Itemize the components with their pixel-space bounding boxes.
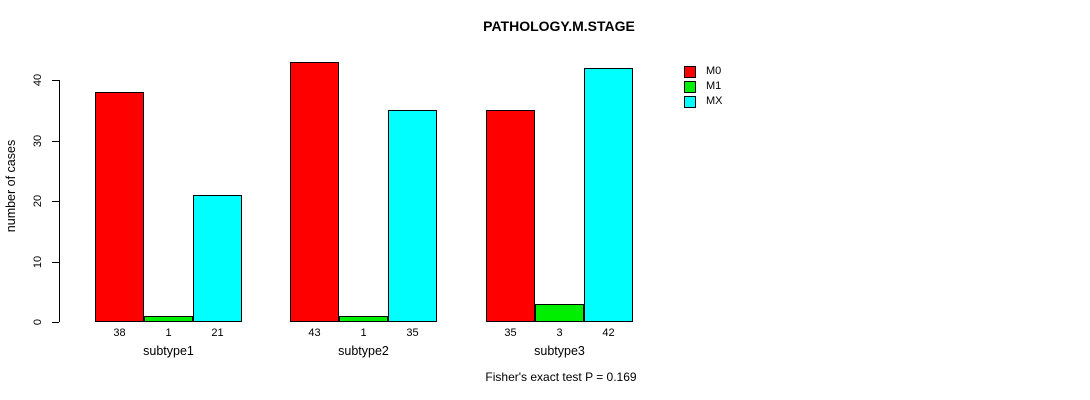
bar-value-label: 42 <box>602 327 615 339</box>
y-axis-tick <box>52 80 59 81</box>
legend: M0 M1 MX <box>684 64 723 109</box>
bar-value-label: 43 <box>308 327 321 339</box>
bar-value-label: 21 <box>211 327 224 339</box>
bar-value-label: 35 <box>504 327 517 339</box>
bar-m1-subtype1 <box>144 316 193 322</box>
y-axis-tick-label: 0 <box>32 318 44 326</box>
y-axis-tick-label: 30 <box>32 134 44 148</box>
bar-m0-subtype1 <box>95 92 144 322</box>
legend-swatch-m1 <box>684 80 696 93</box>
y-axis-tick-label: 20 <box>32 194 44 208</box>
bar-mx-subtype2 <box>388 110 437 322</box>
bar-m0-subtype2 <box>290 62 339 322</box>
y-axis-tick <box>52 262 59 263</box>
y-axis-tick <box>52 201 59 202</box>
bar-m1-subtype2 <box>339 316 388 322</box>
legend-entry-mx: MX <box>684 94 723 109</box>
bar-value-label: 1 <box>165 327 172 339</box>
y-axis-tick-label: 40 <box>32 73 44 87</box>
y-axis-tick <box>52 141 59 142</box>
bar-value-label: 1 <box>360 327 367 339</box>
legend-label: MX <box>706 95 723 107</box>
bar-mx-subtype3 <box>584 68 633 322</box>
category-label-subtype2: subtype2 <box>338 344 389 358</box>
bar-value-label: 3 <box>556 327 563 339</box>
legend-label: M0 <box>706 65 722 77</box>
bar-m1-subtype3 <box>535 304 584 322</box>
category-label-subtype1: subtype1 <box>143 344 194 358</box>
y-axis-line <box>59 80 60 322</box>
stats-annotation: Fisher's exact test P = 0.169 <box>485 370 637 384</box>
legend-swatch-m0 <box>684 65 696 78</box>
y-axis-tick-label: 10 <box>32 255 44 269</box>
legend-label: M1 <box>706 80 722 92</box>
bar-value-label: 38 <box>113 327 126 339</box>
legend-entry-m1: M1 <box>684 79 723 94</box>
y-axis-tick <box>52 322 59 323</box>
bar-value-label: 35 <box>406 327 419 339</box>
bar-mx-subtype1 <box>193 195 242 322</box>
legend-swatch-mx <box>684 95 696 108</box>
y-axis-label: number of cases <box>4 139 18 233</box>
bar-m0-subtype3 <box>486 110 535 322</box>
legend-entry-m0: M0 <box>684 64 723 79</box>
category-label-subtype3: subtype3 <box>534 344 585 358</box>
chart-title: PATHOLOGY.M.STAGE <box>483 18 635 34</box>
